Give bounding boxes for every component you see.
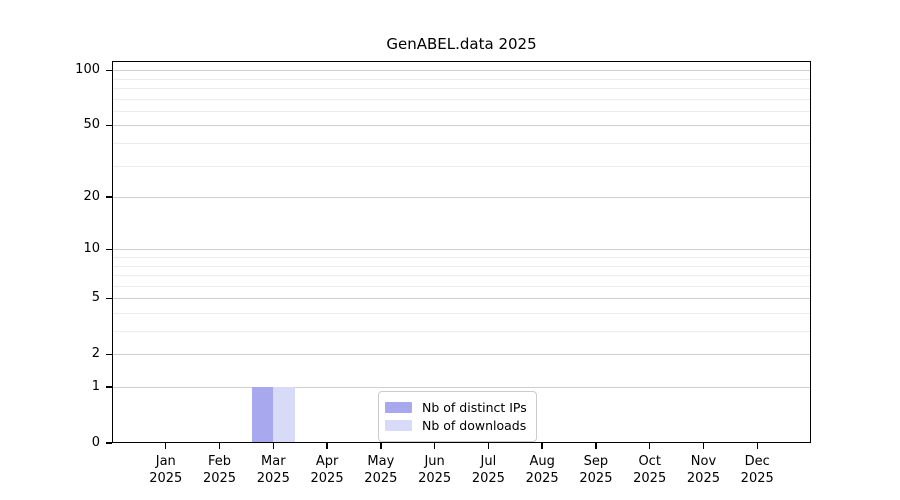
x-label-year: 2025	[310, 471, 344, 486]
major-gridline-2	[113, 354, 810, 356]
x-tick-label-may: May 2025	[345, 453, 417, 487]
x-tick-apr	[326, 443, 328, 449]
x-label-year: 2025	[740, 471, 774, 486]
y-tick-50	[106, 124, 112, 127]
x-tick-feb	[218, 443, 221, 449]
x-label-year: 2025	[471, 471, 505, 486]
x-tick-mar	[272, 443, 274, 449]
x-label-year: 2025	[256, 471, 290, 486]
x-tick-sep	[595, 443, 597, 449]
x-tick-label-feb: Feb 2025	[184, 453, 256, 487]
x-label-month: Jan	[155, 454, 176, 469]
y-tick-0	[106, 442, 112, 444]
x-label-year: 2025	[202, 471, 237, 486]
x-label-month: Dec	[744, 454, 770, 469]
x-tick-label-mar: Mar 2025	[237, 453, 309, 487]
x-label-month: Feb	[208, 454, 232, 469]
legend-label-distinct-ips: Nb of distinct IPs	[422, 400, 527, 415]
x-tick-label-dec: Dec 2025	[721, 453, 793, 487]
x-label-month: Jul	[480, 454, 497, 469]
plot-frame	[112, 61, 811, 443]
legend-item-downloads: Nb of downloads	[385, 417, 527, 434]
y-tick-1	[106, 386, 112, 388]
y-tick-label-5: 5	[91, 290, 100, 306]
x-label-year: 2025	[149, 471, 183, 486]
y-tick-label-100: 100	[75, 62, 100, 78]
x-tick-jun	[433, 443, 436, 449]
y-tick-100	[106, 69, 112, 71]
x-tick-label-oct: Oct 2025	[614, 453, 686, 487]
x-tick-nov	[702, 443, 705, 449]
x-tick-label-apr: Apr 2025	[291, 453, 363, 487]
x-label-month: Jun	[424, 454, 445, 469]
x-tick-dec	[756, 443, 758, 449]
major-gridline-20	[113, 197, 810, 199]
x-tick-jul	[487, 443, 490, 449]
legend-swatch-distinct-ips	[385, 402, 412, 413]
minor-gridline-8	[113, 265, 810, 267]
y-tick-label-50: 50	[83, 117, 100, 133]
x-tick-label-nov: Nov 2025	[667, 453, 739, 487]
major-gridline-50	[113, 125, 810, 127]
major-gridline-5	[113, 298, 810, 300]
legend-swatch-downloads	[385, 420, 412, 431]
minor-gridline-70	[113, 98, 810, 100]
x-tick-label-jun: Jun 2025	[399, 453, 471, 487]
x-tick-aug	[541, 443, 543, 449]
x-label-month: Nov	[690, 454, 717, 469]
x-tick-label-jul: Jul 2025	[452, 453, 524, 487]
x-label-month: May	[367, 454, 395, 469]
x-label-month: Apr	[315, 454, 339, 469]
x-label-month: Mar	[261, 454, 286, 469]
legend: Nb of distinct IPs Nb of downloads	[378, 391, 537, 442]
x-label-year: 2025	[633, 471, 667, 486]
minor-gridline-80	[113, 88, 810, 90]
major-gridline-100	[113, 70, 810, 72]
minor-gridline-7	[113, 275, 810, 277]
x-tick-label-aug: Aug 2025	[506, 453, 578, 487]
bar-nb-of-distinct-ips-mar	[251, 387, 274, 443]
legend-label-downloads: Nb of downloads	[422, 418, 527, 433]
y-tick-5	[106, 297, 112, 300]
x-tick-jan	[165, 443, 167, 449]
minor-gridline-6	[113, 285, 810, 287]
minor-gridline-9	[113, 257, 810, 258]
x-tick-label-jan: Jan 2025	[130, 453, 202, 487]
minor-gridline-3	[113, 331, 810, 333]
y-tick-20	[106, 196, 112, 198]
x-tick-label-sep: Sep 2025	[560, 453, 632, 487]
x-label-month: Aug	[529, 454, 555, 469]
bar-nb-of-downloads-mar	[273, 387, 295, 443]
major-gridline-1	[113, 387, 810, 388]
y-tick-2	[106, 353, 112, 356]
x-label-year: 2025	[525, 471, 559, 486]
y-tick-label-2: 2	[91, 346, 100, 362]
x-label-year: 2025	[418, 471, 452, 486]
x-label-year: 2025	[579, 471, 613, 486]
x-tick-oct	[648, 443, 651, 449]
minor-gridline-90	[113, 78, 810, 80]
minor-gridline-4	[113, 312, 810, 314]
minor-gridline-60	[113, 110, 810, 112]
x-label-month: Sep	[583, 454, 609, 469]
x-tick-may	[380, 443, 382, 449]
y-tick-label-20: 20	[83, 189, 100, 205]
major-gridline-10	[113, 249, 810, 251]
y-tick-label-1: 1	[91, 379, 100, 394]
minor-gridline-30	[113, 165, 810, 167]
x-label-year: 2025	[686, 471, 720, 486]
x-label-year: 2025	[364, 471, 398, 486]
chart-title: GenABEL.data 2025	[386, 35, 537, 53]
y-tick-label-10: 10	[83, 241, 100, 257]
y-tick-label-0: 0	[91, 435, 100, 450]
legend-item-distinct-ips: Nb of distinct IPs	[385, 399, 527, 416]
x-label-month: Oct	[638, 454, 661, 469]
minor-gridline-40	[113, 143, 810, 145]
y-tick-10	[106, 248, 112, 251]
